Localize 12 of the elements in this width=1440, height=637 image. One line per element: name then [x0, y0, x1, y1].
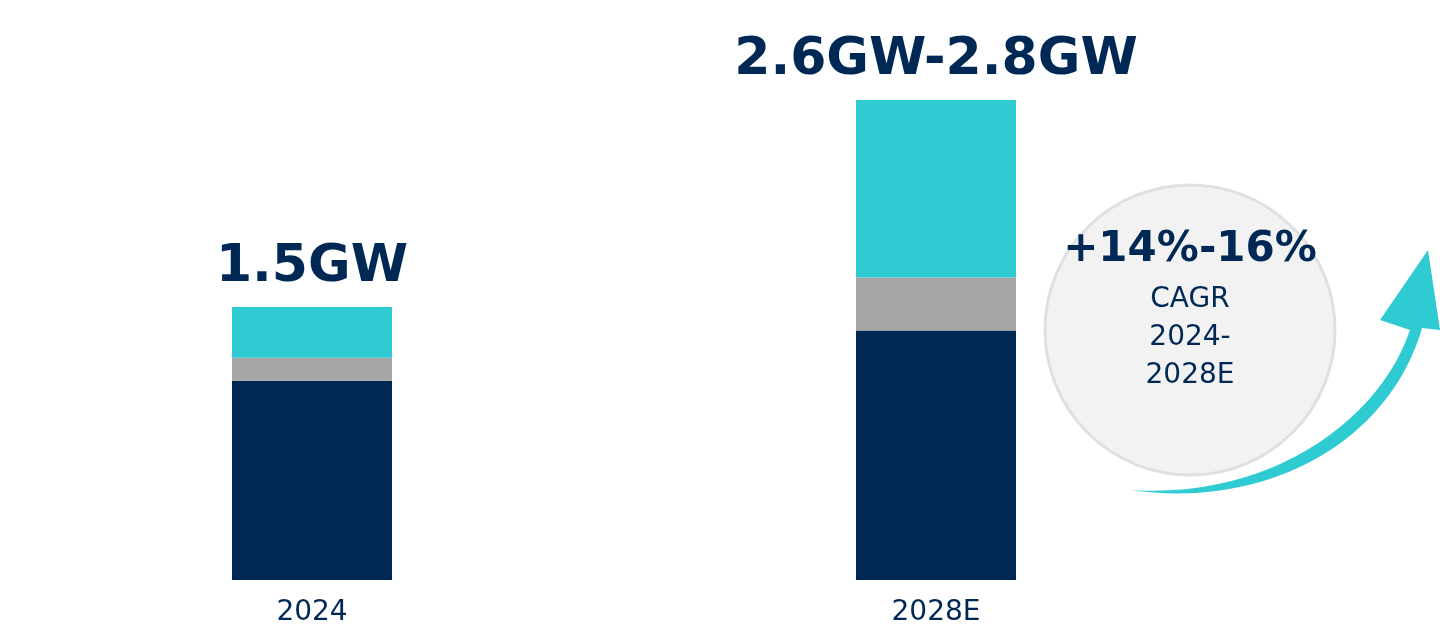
bar — [232, 306, 392, 358]
bar — [232, 357, 392, 381]
x-tick-label: 2028E — [891, 593, 981, 627]
bar — [856, 277, 1016, 331]
x-tick-label: 2024 — [276, 593, 348, 627]
bar — [856, 100, 1016, 278]
text: 2.6GW-2.8GW — [734, 26, 1138, 86]
bar — [856, 330, 1016, 580]
annotation: +14%-16% — [1062, 222, 1318, 271]
annotation: 1.5GW — [215, 232, 409, 293]
bar — [232, 380, 392, 580]
annotation: CAGR 2024-2028E — [1144, 280, 1236, 392]
